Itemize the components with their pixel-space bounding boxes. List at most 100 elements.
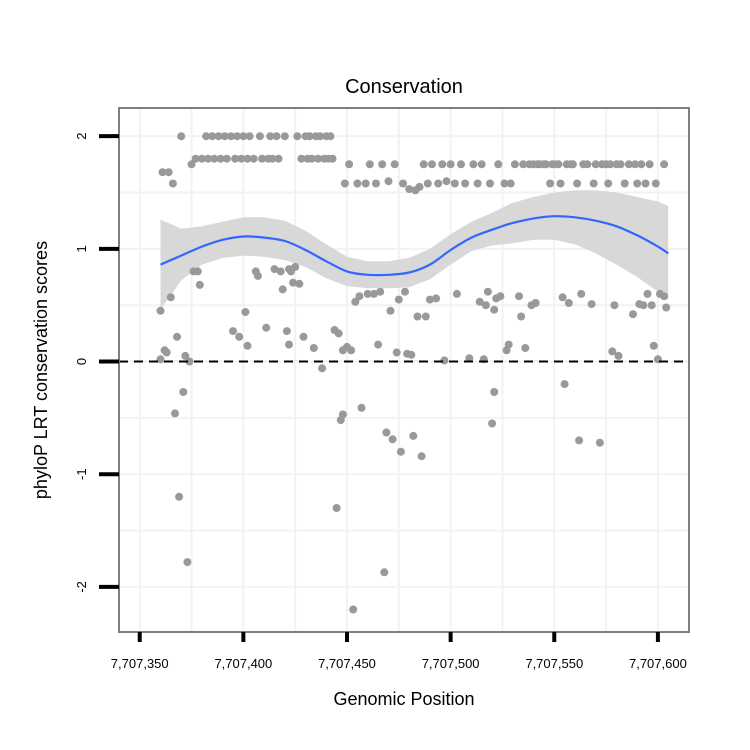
data-point	[542, 160, 550, 169]
data-point	[307, 154, 316, 163]
data-point	[608, 347, 617, 356]
data-point	[179, 388, 188, 396]
y-tick-label: 2	[74, 133, 89, 140]
data-point	[504, 340, 513, 349]
data-point	[477, 160, 486, 169]
panel-border	[118, 107, 690, 633]
data-point	[591, 160, 600, 169]
x-tick-label: 7,707,400	[214, 656, 272, 671]
data-point	[568, 160, 577, 169]
data-point	[369, 289, 378, 298]
data-point	[349, 605, 358, 614]
data-point	[428, 160, 436, 169]
data-point	[297, 154, 306, 163]
data-point	[351, 297, 360, 306]
data-point	[156, 355, 165, 364]
data-point	[175, 492, 184, 501]
data-point	[394, 295, 403, 304]
data-point	[239, 132, 248, 141]
data-point	[620, 179, 629, 188]
data-point	[392, 348, 401, 357]
y-axis-title: phyloP LRT conservation scores	[31, 241, 51, 499]
data-point	[616, 160, 625, 169]
data-point	[168, 179, 177, 188]
x-tick-label: 7,707,600	[629, 656, 687, 671]
data-point	[216, 154, 225, 163]
data-point	[450, 179, 459, 188]
data-point	[280, 132, 289, 141]
data-point	[560, 380, 569, 389]
data-point	[274, 154, 283, 163]
data-point	[587, 300, 596, 309]
data-point	[446, 160, 455, 169]
smooth-line-layer	[160, 215, 669, 277]
data-point	[546, 179, 555, 188]
data-point	[442, 177, 451, 186]
data-point	[629, 310, 637, 319]
chart-title: Conservation	[345, 76, 463, 98]
data-points-layer	[156, 132, 671, 614]
data-point	[573, 179, 582, 188]
x-axis: 7,707,350 7,707,400 7,707,450 7,707,500 7,70…	[111, 632, 687, 671]
data-point	[384, 177, 393, 186]
data-point	[639, 301, 648, 310]
data-point	[440, 356, 449, 365]
data-point	[423, 179, 432, 188]
data-point	[237, 154, 246, 163]
x-tick-label: 7,707,550	[525, 656, 583, 671]
data-point	[457, 160, 465, 169]
data-point	[473, 179, 482, 188]
y-tick-label: 1	[74, 245, 89, 252]
data-point	[338, 410, 347, 419]
data-point	[461, 179, 470, 188]
data-point	[614, 351, 623, 360]
data-point	[355, 292, 364, 301]
data-point	[651, 179, 660, 188]
data-point	[295, 279, 304, 288]
x-tick-label: 7,707,500	[422, 656, 480, 671]
data-point	[396, 447, 405, 456]
data-point	[243, 341, 252, 350]
data-point	[425, 295, 434, 304]
data-point	[382, 428, 391, 437]
data-point	[481, 301, 490, 310]
data-point	[270, 265, 279, 274]
data-point	[633, 179, 642, 188]
data-point	[197, 154, 206, 163]
data-point	[378, 160, 387, 169]
data-point	[255, 132, 264, 141]
data-point	[645, 160, 654, 169]
data-point	[438, 160, 447, 169]
data-point	[517, 312, 526, 321]
data-point	[390, 160, 399, 169]
data-point	[171, 409, 179, 418]
y-tick-label: 0	[74, 358, 89, 365]
confidence-band	[160, 190, 669, 310]
data-point	[554, 160, 563, 169]
y-axis: -2 -1 0 1 2	[74, 133, 119, 593]
data-point	[409, 431, 418, 440]
data-point	[610, 301, 619, 310]
data-point	[496, 292, 505, 301]
data-point	[589, 179, 598, 188]
data-point	[583, 160, 592, 169]
data-point	[347, 346, 356, 355]
data-point	[357, 403, 366, 412]
data-point	[166, 293, 175, 302]
data-point	[345, 160, 354, 169]
data-point	[353, 179, 362, 188]
data-point	[417, 452, 426, 461]
data-point	[363, 289, 372, 298]
data-point	[195, 280, 204, 289]
data-point	[253, 271, 262, 280]
data-point	[299, 332, 308, 341]
data-point	[289, 278, 298, 287]
data-point	[243, 154, 252, 163]
data-point	[233, 132, 242, 141]
smooth-trend-line	[160, 215, 669, 277]
data-point	[494, 160, 503, 169]
x-axis-title: Genomic Position	[333, 689, 474, 709]
data-point	[340, 179, 349, 188]
data-point	[372, 179, 380, 188]
data-point	[577, 289, 586, 298]
